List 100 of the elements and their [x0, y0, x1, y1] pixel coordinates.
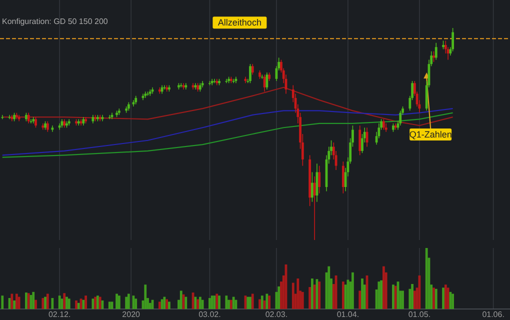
bar: [394, 286, 397, 309]
bar: [184, 296, 188, 309]
bar: [58, 296, 61, 309]
bar: [402, 290, 404, 309]
bar: [218, 296, 220, 309]
candlestick: [313, 176, 316, 240]
candlestick: [432, 50, 435, 62]
bar: [313, 284, 316, 309]
bar: [425, 248, 428, 309]
bar: [10, 294, 14, 309]
bar: [225, 296, 228, 309]
bar: [258, 299, 261, 309]
bar: [77, 302, 80, 309]
bar: [27, 293, 30, 309]
bar: [318, 282, 321, 309]
candlestick: [452, 28, 454, 52]
bar: [392, 284, 394, 309]
bar: [18, 296, 20, 309]
candlestick: [27, 112, 30, 124]
bar: [310, 278, 314, 309]
bar: [301, 292, 304, 309]
candlestick: [46, 120, 49, 132]
bar: [228, 300, 230, 309]
candlestick: [399, 110, 402, 126]
bar: [144, 284, 147, 309]
chart-subtitle: Konfiguration: GD 50 150 200: [2, 17, 108, 26]
candlestick: [180, 82, 182, 88]
x-tick-label: 01.05.: [408, 310, 431, 319]
candlestick: [249, 64, 252, 84]
bar: [296, 278, 300, 309]
bar: [94, 296, 97, 309]
bar: [413, 290, 416, 309]
bar: [378, 282, 380, 309]
bar: [44, 296, 46, 309]
bar: [63, 293, 66, 309]
bar: [449, 292, 452, 309]
bar: [208, 298, 211, 309]
candlestick: [266, 72, 268, 90]
bar: [198, 296, 202, 309]
bar: [308, 287, 312, 309]
candlestick: [434, 42, 438, 60]
bar: [234, 300, 238, 309]
bar: [216, 294, 218, 309]
candlestick: [34, 116, 37, 128]
bar: [246, 296, 250, 309]
bar: [32, 292, 35, 309]
bar: [84, 296, 87, 309]
bar: [158, 302, 161, 309]
x-tick-label: 01.06.: [482, 310, 504, 319]
bar: [125, 296, 128, 309]
bar: [118, 296, 120, 309]
bar: [166, 299, 168, 309]
bar: [51, 298, 54, 309]
candlestick: [148, 89, 152, 96]
bar: [418, 275, 421, 309]
bar: [266, 294, 268, 309]
x-tick-label: 03.02.: [198, 310, 221, 319]
candlestick: [98, 114, 102, 122]
bar: [382, 266, 385, 309]
x-tick-label: 02.03.: [265, 310, 288, 319]
bar: [434, 288, 438, 309]
candlestick: [310, 172, 314, 202]
bar: [15, 294, 18, 309]
bar: [249, 296, 252, 309]
bar: [194, 296, 197, 309]
bar: [134, 298, 138, 309]
bar: [127, 294, 130, 309]
bar: [452, 294, 454, 309]
bar: [201, 300, 204, 309]
bar: [75, 300, 78, 309]
bar: [268, 296, 270, 309]
bar: [13, 300, 16, 309]
bar: [380, 280, 383, 309]
candlestick: [68, 118, 70, 126]
x-tick-label: 02.12.: [48, 310, 71, 319]
bar: [96, 296, 99, 309]
candlestick: [77, 118, 80, 126]
candlestick: [58, 123, 61, 130]
x-tick-label: 01.04.: [336, 310, 360, 319]
bar: [42, 298, 44, 309]
bar: [46, 294, 49, 309]
ref-line-label: Allzeithoch: [218, 18, 262, 28]
bar: [196, 299, 200, 309]
bar: [251, 294, 254, 309]
bar: [432, 288, 435, 309]
bar: [82, 300, 85, 309]
bar: [361, 278, 364, 309]
candlestick: [18, 114, 20, 122]
bar: [444, 284, 447, 309]
candlestick: [342, 161, 344, 194]
bar: [358, 290, 362, 309]
candlestick: [318, 165, 321, 194]
x-tick-label: 2020: [122, 310, 141, 319]
bar: [163, 296, 166, 309]
bar: [230, 300, 232, 309]
bar: [260, 296, 264, 309]
bar: [66, 296, 68, 309]
bar: [116, 294, 118, 309]
bar: [328, 266, 330, 309]
bar: [108, 302, 111, 309]
